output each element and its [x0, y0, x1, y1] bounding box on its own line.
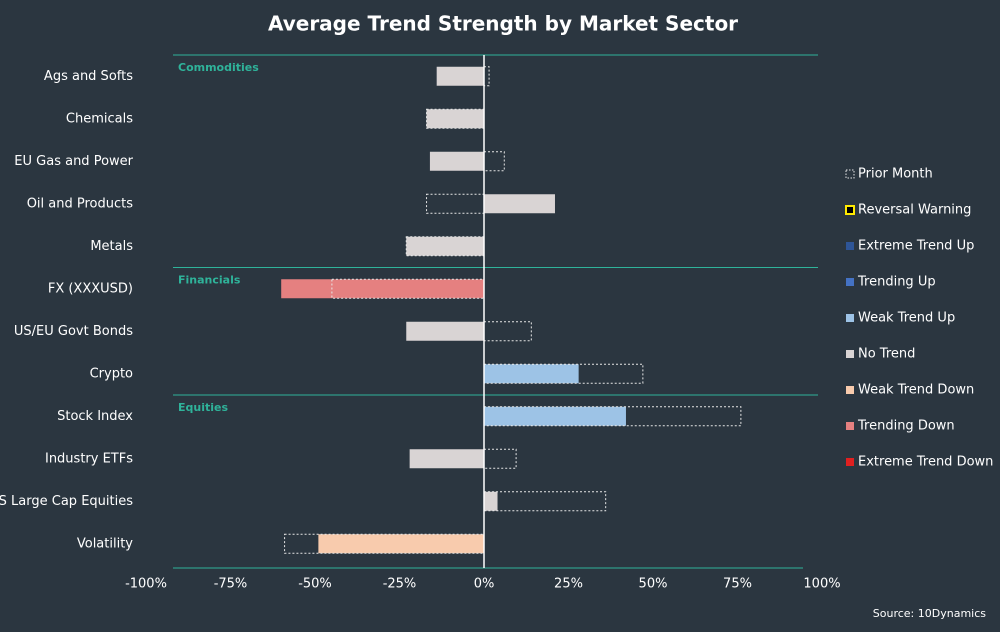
category-label: US/EU Govt Bonds — [14, 324, 133, 339]
x-tick-label: -75% — [214, 577, 248, 592]
prior-bar — [483, 363, 644, 384]
legend-swatch — [846, 386, 854, 394]
category-label: EU Gas and Power — [14, 154, 133, 169]
bar — [436, 66, 484, 86]
category-label: Stock Index — [57, 409, 133, 424]
legend-label: Weak Trend Down — [858, 383, 974, 398]
bar — [484, 491, 498, 511]
category-label: Industry ETFs — [45, 451, 133, 466]
group-label: Equities — [178, 401, 228, 414]
category-label: Chemicals — [66, 111, 133, 126]
bar — [406, 236, 484, 256]
legend-label: Trending Down — [857, 419, 955, 434]
x-tick-label: 100% — [803, 577, 840, 592]
bar — [318, 534, 484, 554]
x-tick-label: 25% — [554, 577, 583, 592]
source: Source: 10Dynamics — [873, 607, 986, 620]
legend-label: No Trend — [858, 347, 915, 362]
category-label: Oil and Products — [27, 196, 134, 211]
legend-swatch — [845, 169, 855, 179]
prior-bar — [483, 491, 607, 512]
x-tick-label: 0% — [474, 577, 495, 592]
chart-title: Average Trend Strength by Market Sector — [268, 12, 738, 36]
prior-bar — [426, 108, 485, 129]
group-label: Financials — [178, 274, 241, 287]
x-tick-label: -50% — [298, 577, 332, 592]
legend-label: Weak Trend Up — [858, 311, 955, 326]
prior-bar — [426, 193, 485, 214]
legend-swatch — [846, 422, 854, 430]
x-tick-label: -100% — [125, 577, 167, 592]
legend-label: Extreme Trend Up — [858, 239, 974, 254]
category-label: Crypto — [90, 366, 133, 381]
bar — [484, 406, 626, 426]
prior-bar — [483, 151, 505, 172]
bar — [426, 109, 484, 129]
bar — [429, 151, 484, 171]
legend-label: Extreme Trend Down — [858, 455, 993, 470]
category-label: Metals — [90, 239, 133, 254]
legend-swatch — [846, 458, 854, 466]
legend-swatch — [846, 242, 854, 250]
prior-bar — [483, 321, 532, 342]
prior-bar — [483, 66, 490, 87]
x-tick-label: -25% — [383, 577, 417, 592]
prior-bar — [483, 448, 517, 469]
legend-label: Prior Month — [858, 167, 933, 182]
legend-swatch — [846, 278, 854, 286]
bar — [409, 449, 484, 469]
bar — [484, 364, 579, 384]
category-label: FX (XXXUSD) — [48, 281, 133, 296]
category-label: Ags and Softs — [44, 69, 133, 84]
group-label: Commodities — [178, 61, 259, 74]
legend-swatch — [846, 314, 854, 322]
category-label: US Large Cap Equities — [0, 494, 133, 509]
prior-bar — [483, 406, 742, 427]
legend-label: Trending Up — [857, 275, 936, 290]
x-tick-label: 50% — [639, 577, 668, 592]
bar — [406, 321, 484, 341]
category-label: Volatility — [77, 536, 133, 551]
legend-swatch — [846, 350, 854, 358]
bar — [281, 279, 484, 299]
bar — [484, 194, 555, 214]
legend-label: Reversal Warning — [858, 203, 971, 218]
legend-swatch — [845, 205, 855, 215]
x-tick-label: 75% — [723, 577, 752, 592]
